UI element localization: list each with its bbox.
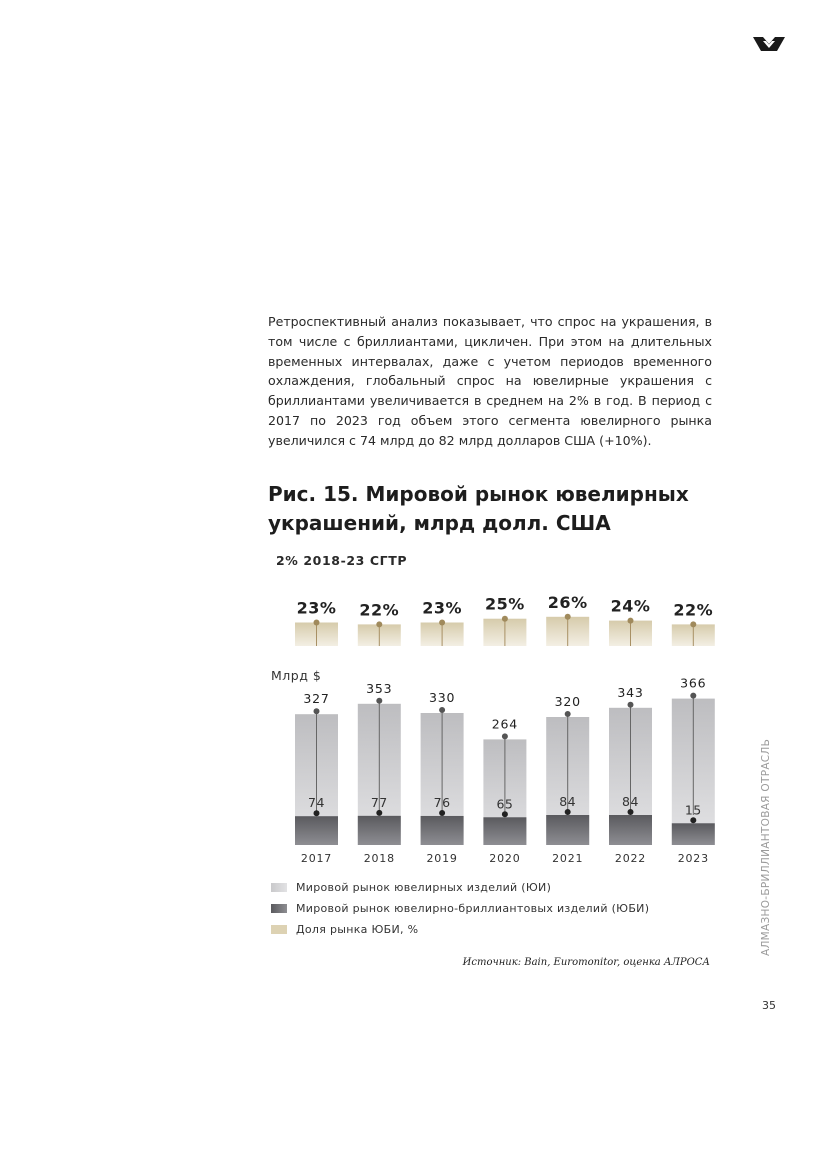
page-number: 35 xyxy=(762,999,776,1012)
legend-label-total: Мировой рынок ювелирных изделий (ЮИ) xyxy=(296,881,552,894)
year-label-2019: 2019 xyxy=(426,852,457,865)
diamond-dot-2020 xyxy=(501,811,508,818)
diamond-value-2020: 65 xyxy=(496,796,513,811)
share-label-2020: 25% xyxy=(485,595,525,614)
diamond-bar-2019 xyxy=(420,815,464,845)
diamond-value-2022: 84 xyxy=(622,794,639,809)
total-dot-2022 xyxy=(627,701,634,708)
total-value-2019: 330 xyxy=(429,690,455,705)
diamond-dot-2022 xyxy=(627,809,634,815)
legend-label-diamond: Мировой рынок ювелирно-бриллиантовых изд… xyxy=(296,902,650,915)
share-label-2017: 23% xyxy=(297,599,337,618)
body-paragraph: Ретроспективный анализ показывает, что с… xyxy=(268,314,712,448)
total-value-2017: 327 xyxy=(303,691,329,706)
share-label-2021: 26% xyxy=(548,593,588,612)
diamond-value-2017: 74 xyxy=(308,795,325,810)
diamond-bar-2018 xyxy=(357,815,401,845)
total-dot-2020 xyxy=(501,733,508,740)
share-dot-2020 xyxy=(501,615,508,622)
year-label-2020: 2020 xyxy=(489,852,520,865)
legend-swatch-share xyxy=(271,925,287,934)
diamond-bar-2021 xyxy=(546,815,590,845)
share-label-2023: 22% xyxy=(673,600,713,619)
total-dot-2023 xyxy=(690,692,697,699)
total-value-2018: 353 xyxy=(366,681,392,696)
share-label-2022: 24% xyxy=(611,597,651,616)
total-dot-2021 xyxy=(564,711,571,717)
year-label-2018: 2018 xyxy=(364,852,395,865)
diamond-dot-2017 xyxy=(313,810,320,817)
year-label-2021: 2021 xyxy=(552,852,583,865)
legend-item-share: Доля рынка ЮБИ, % xyxy=(271,919,649,940)
diamond-dot-2018 xyxy=(376,809,383,816)
total-dot-2017 xyxy=(313,708,320,715)
total-value-2023: 366 xyxy=(680,676,706,691)
share-dot-2022 xyxy=(627,617,634,624)
total-dot-2018 xyxy=(376,697,383,704)
share-label-2018: 22% xyxy=(359,600,399,619)
share-dot-2023 xyxy=(690,621,697,628)
diamond-bar-2023 xyxy=(671,823,715,845)
chart-legend: Мировой рынок ювелирных изделий (ЮИ) Мир… xyxy=(271,877,649,940)
year-label-2023: 2023 xyxy=(678,852,709,865)
share-label-2019: 23% xyxy=(422,599,462,618)
legend-label-share: Доля рынка ЮБИ, % xyxy=(296,923,419,936)
section-side-label: АЛМАЗНО-БРИЛЛИАНТОВАЯ ОТРАСЛЬ xyxy=(760,738,772,956)
figure-title: Рис. 15. Мировой рынок ювелирных украшен… xyxy=(268,482,689,535)
total-value-2021: 320 xyxy=(555,694,581,709)
year-label-2022: 2022 xyxy=(615,852,646,865)
diamond-bar-2020 xyxy=(483,817,527,845)
share-dot-2019 xyxy=(439,619,446,626)
share-dot-2021 xyxy=(564,613,571,620)
jewelry-market-chart: Млрд $ 23% 327 74 2017 22% 353 77 2018 23% 330 76 2… xyxy=(271,593,715,865)
diamond-bar-2017 xyxy=(295,816,338,845)
diamond-dot-2023 xyxy=(690,817,697,824)
year-label-2017: 2017 xyxy=(301,852,332,865)
diamond-value-2019: 76 xyxy=(434,795,451,810)
diamond-value-2018: 77 xyxy=(371,795,388,810)
diamond-logo-icon xyxy=(753,37,785,51)
diamond-bar-2022 xyxy=(609,815,652,845)
legend-swatch-diamond xyxy=(271,904,287,913)
total-value-2020: 264 xyxy=(492,716,518,731)
total-dot-2019 xyxy=(439,707,446,713)
legend-item-total: Мировой рынок ювелирных изделий (ЮИ) xyxy=(271,877,649,898)
legend-item-diamond: Мировой рынок ювелирно-бриллиантовых изд… xyxy=(271,898,649,919)
diamond-dot-2021 xyxy=(564,809,571,815)
diamond-value-2021: 84 xyxy=(559,794,576,809)
diamond-dot-2019 xyxy=(439,809,446,816)
share-dot-2017 xyxy=(313,619,320,626)
y-axis-label: Млрд $ xyxy=(271,668,321,683)
figure-source: Источник: Bain, Euromonitor, оценка АЛРО… xyxy=(462,957,710,968)
diamond-value-2023: 15 xyxy=(685,802,702,817)
share-dot-2018 xyxy=(376,621,383,628)
cagr-label: 2% 2018-23 CГТР xyxy=(276,553,408,568)
legend-swatch-total xyxy=(271,883,287,892)
total-value-2022: 343 xyxy=(617,685,643,700)
